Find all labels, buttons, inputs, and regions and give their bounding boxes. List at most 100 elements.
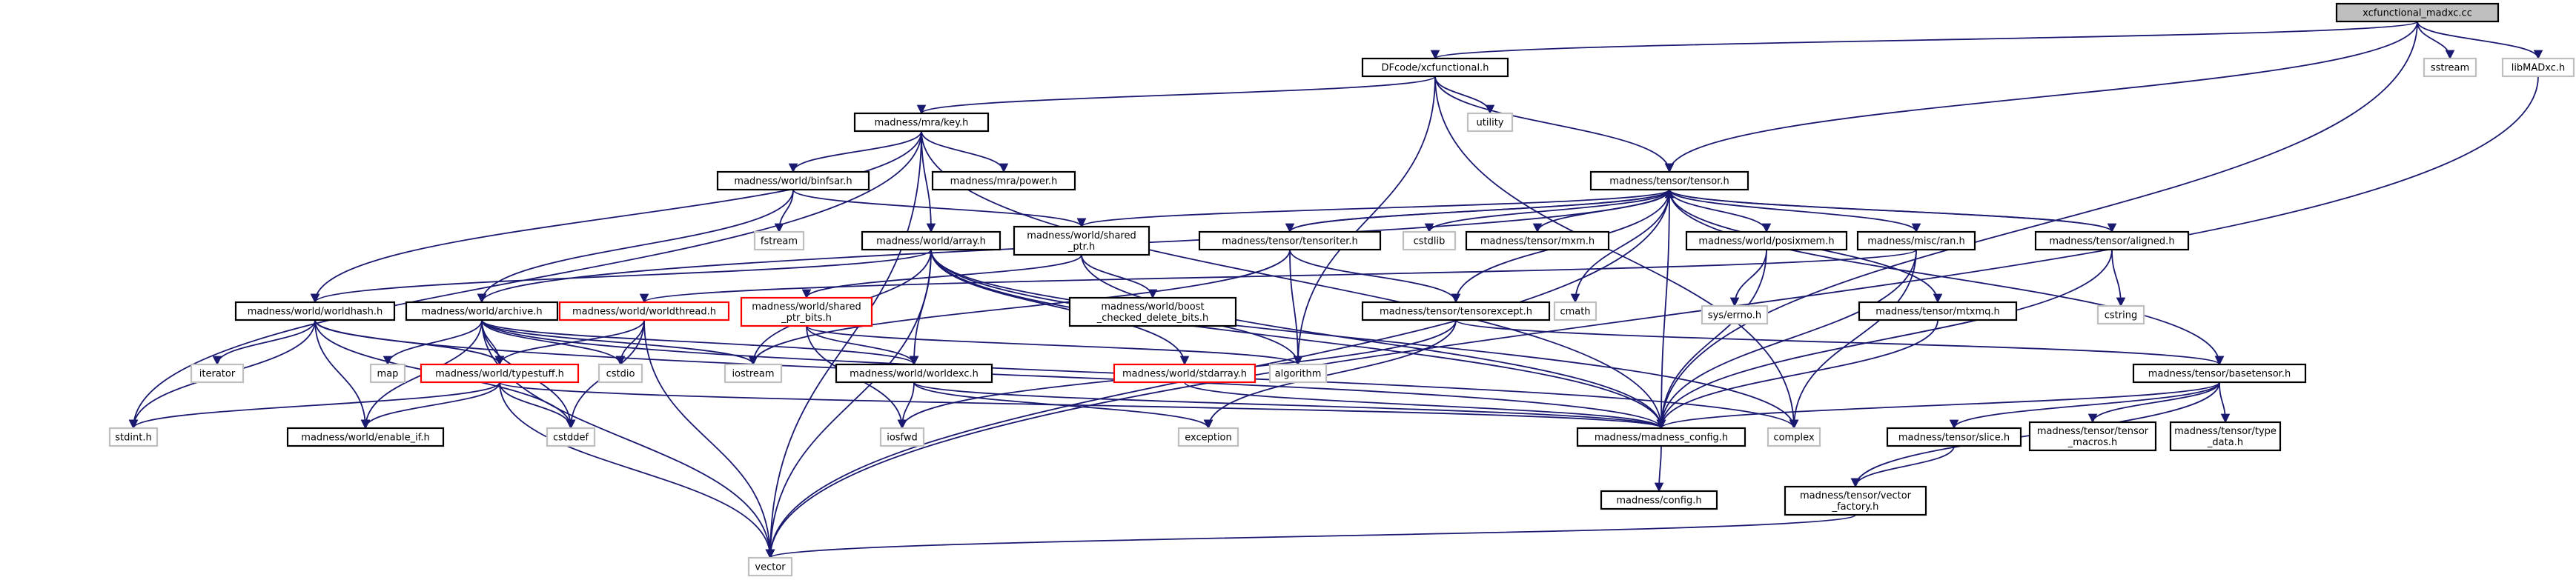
node-archive[interactable]: madness/world/archive.h — [405, 301, 559, 321]
node-errno[interactable]: sys/errno.h — [1701, 304, 1769, 325]
edge-aligned-to-cstring — [2111, 249, 2126, 307]
node-label: utility — [1477, 118, 1504, 129]
node-sstream[interactable]: sstream — [2423, 57, 2477, 78]
node-sharedptrbits[interactable]: madness/world/shared_ptr_bits.h — [740, 296, 873, 327]
node-boostdelete[interactable]: madness/world/boost_checked_delete_bits.… — [1068, 296, 1237, 327]
node-ran[interactable]: madness/misc/ran.h — [1856, 230, 1976, 251]
node-box — [1685, 230, 1848, 251]
edge-sharedptr-to-boostdelete — [1081, 254, 1158, 299]
node-label: madness/tensor/type — [2174, 426, 2277, 437]
edge-root-to-madconfig — [1656, 21, 2418, 430]
node-box — [879, 427, 925, 447]
node-label: cmath — [1560, 307, 1590, 318]
node-map[interactable]: map — [369, 363, 406, 384]
edge-tensoriter-to-tensorexcept — [1289, 249, 1461, 304]
node-stdarray[interactable]: madness/world/stdarray.h — [1113, 363, 1256, 384]
node-vectorfactory[interactable]: madness/tensor/vector_factory.h — [1784, 485, 1927, 516]
node-libmadxc[interactable]: libMADxc.h — [2501, 57, 2575, 78]
node-slice[interactable]: madness/tensor/slice.h — [1886, 427, 2022, 447]
edge-madconfig-to-config — [1654, 445, 1664, 493]
edge-tensoriter-to-iostream — [748, 249, 1291, 366]
node-worldhash[interactable]: madness/world/worldhash.h — [234, 301, 396, 321]
edge-worldhash-to-iterator — [212, 319, 316, 366]
edge-tensoriter-to-tensor — [1289, 188, 1675, 233]
node-iosfwd[interactable]: iosfwd — [879, 427, 925, 447]
node-label: madness/world/worldexc.h — [850, 369, 979, 380]
node-worldthread[interactable]: madness/world/worldthread.h — [558, 301, 730, 321]
node-box — [546, 427, 596, 447]
node-complex[interactable]: complex — [1767, 427, 1821, 447]
node-box — [1013, 225, 1150, 256]
edge-array-to-madconfig — [930, 249, 1666, 430]
edge-aligned-to-tensor — [1664, 188, 2113, 233]
node-mxm[interactable]: madness/tensor/mxm.h — [1465, 230, 1610, 251]
edge-slice-to-vectorfactory — [1850, 445, 1955, 488]
node-utility[interactable]: utility — [1466, 112, 1514, 133]
node-posixmem[interactable]: madness/world/posixmem.h — [1685, 230, 1848, 251]
node-cstring[interactable]: cstring — [2096, 304, 2145, 325]
node-box — [2335, 2, 2500, 23]
node-fstream[interactable]: fstream — [753, 230, 805, 251]
node-box — [597, 363, 643, 384]
node-label: _ptr.h — [1067, 241, 1095, 253]
node-exception[interactable]: exception — [1177, 427, 1239, 447]
node-box — [747, 556, 793, 577]
node-box — [2423, 57, 2477, 78]
node-box — [2132, 363, 2307, 384]
node-iterator[interactable]: iterator — [190, 363, 245, 384]
node-tensorexcept[interactable]: madness/tensor/tensorexcept.h — [1361, 301, 1551, 321]
node-box — [1361, 57, 1509, 78]
node-enableif[interactable]: madness/world/enable_if.h — [286, 427, 445, 447]
node-label: iosfwd — [887, 433, 918, 444]
node-cstdio[interactable]: cstdio — [597, 363, 643, 384]
node-cstddef[interactable]: cstddef — [546, 427, 596, 447]
node-typestuff[interactable]: madness/world/typestuff.h — [420, 363, 580, 384]
node-power[interactable]: madness/mra/power.h — [931, 170, 1076, 191]
edge-basetensor-to-madconfig — [1656, 381, 2220, 430]
node-box — [405, 301, 559, 321]
node-label: exception — [1185, 433, 1232, 444]
node-worldexc[interactable]: madness/world/worldexc.h — [835, 363, 993, 384]
node-xcfunctional[interactable]: DFcode/xcfunctional.h — [1361, 57, 1509, 78]
node-typedata[interactable]: madness/tensor/type_data.h — [2169, 421, 2282, 452]
node-madconfig[interactable]: madness/madness_config.h — [1576, 427, 1746, 447]
node-cmath[interactable]: cmath — [1553, 301, 1597, 321]
node-label: madness/misc/ran.h — [1867, 236, 1965, 247]
node-label: madness/tensor/mxm.h — [1480, 236, 1595, 247]
node-box — [740, 296, 873, 327]
node-vector[interactable]: vector — [747, 556, 793, 577]
node-tensormacros[interactable]: madness/tensor/tensor_macros.h — [2028, 421, 2157, 452]
edge-archive-to-cstdio — [481, 319, 626, 366]
node-stdint[interactable]: stdint.h — [108, 427, 159, 447]
node-label: DFcode/xcfunctional.h — [1382, 63, 1489, 74]
node-basetensor[interactable]: madness/tensor/basetensor.h — [2132, 363, 2307, 384]
node-iostream[interactable]: iostream — [724, 363, 783, 384]
edge-tensor-to-ran — [1669, 189, 1921, 233]
node-binfsar[interactable]: madness/world/binfsar.h — [716, 170, 870, 191]
node-cstdlib[interactable]: cstdlib — [1402, 230, 1457, 251]
node-label: algorithm — [1275, 369, 1322, 380]
node-sharedptr[interactable]: madness/world/shared_ptr.h — [1013, 225, 1150, 256]
node-box — [420, 363, 580, 384]
edge-tensor-to-cstdlib — [1424, 189, 1670, 233]
node-label: madness/world/posixmem.h — [1698, 236, 1834, 247]
node-box — [853, 112, 990, 133]
edge-ran-to-worldthread — [640, 249, 1917, 304]
node-tensoriter[interactable]: madness/tensor/tensoriter.h — [1198, 230, 1382, 251]
edge-posixmem-to-errno — [1729, 249, 1767, 307]
node-aligned[interactable]: madness/tensor/aligned.h — [2034, 230, 2190, 251]
node-mtxmq[interactable]: madness/tensor/mtxmq.h — [1858, 301, 2018, 321]
node-box — [1856, 230, 1976, 251]
node-tensor[interactable]: madness/tensor/tensor.h — [1589, 170, 1749, 191]
edge-stdarray-to-madconfig — [1184, 381, 1666, 430]
edge-worldexc-to-iosfwd — [897, 381, 915, 430]
node-root[interactable]: xcfunctional_madxc.cc — [2335, 2, 2500, 23]
node-config[interactable]: madness/config.h — [1600, 490, 1718, 510]
node-algorithm[interactable]: algorithm — [1268, 363, 1328, 384]
edge-sharedptrbits-to-algorithm — [806, 325, 1303, 366]
node-label: madness/world/enable_if.h — [301, 433, 429, 444]
edges-layer — [128, 21, 2543, 559]
node-key[interactable]: madness/mra/key.h — [853, 112, 990, 133]
node-array[interactable]: madness/world/array.h — [861, 230, 1001, 251]
node-label: iostream — [732, 369, 774, 380]
